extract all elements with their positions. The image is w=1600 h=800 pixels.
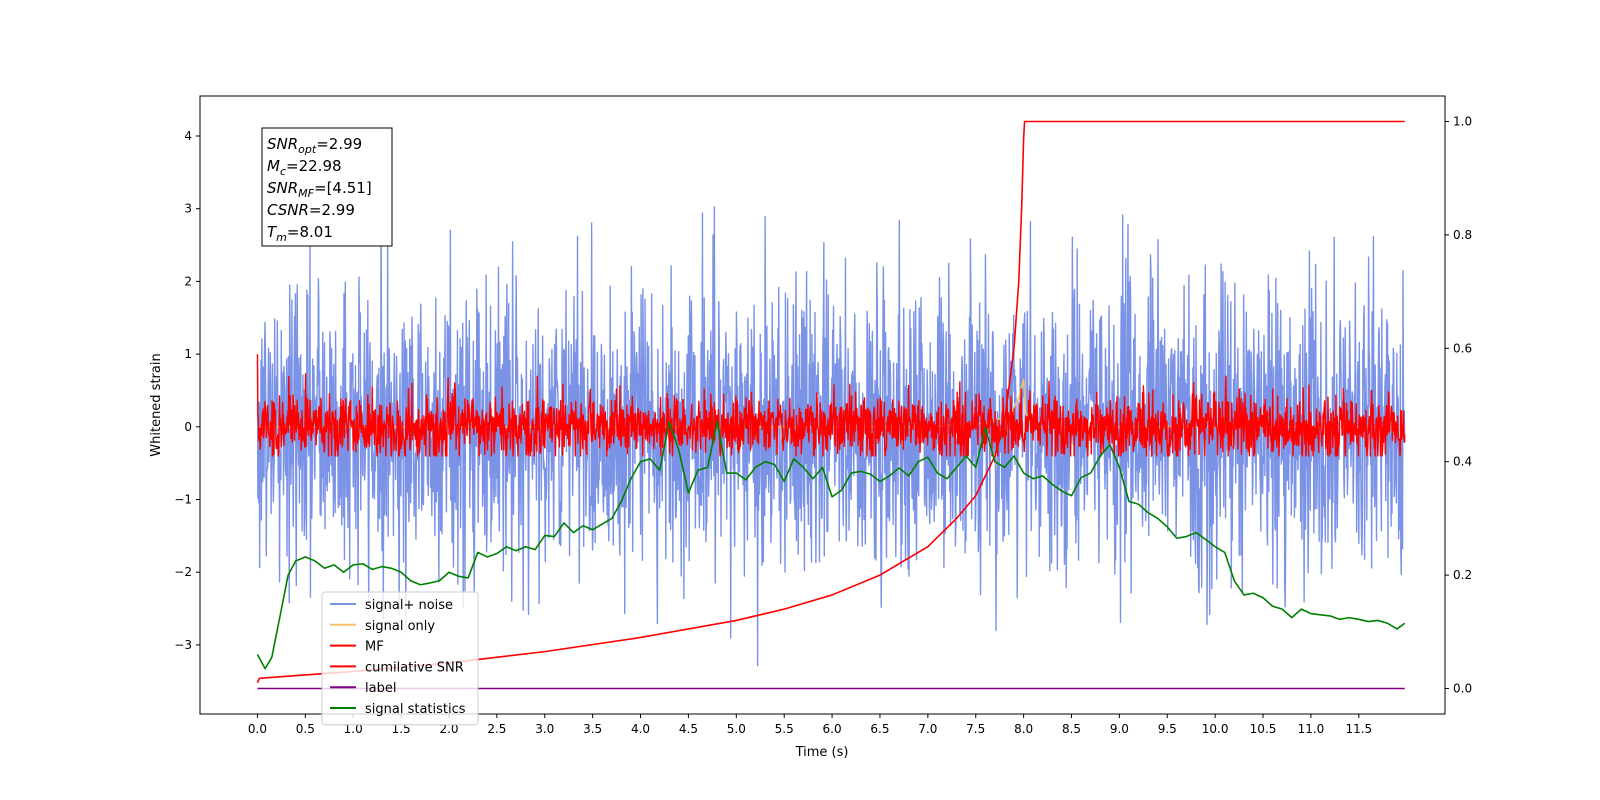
legend-item-cumilative-snr: cumilative SNR — [330, 660, 464, 675]
x-tick-label: 8.0 — [1014, 722, 1033, 736]
y-axis-label-left: Whitened strain — [149, 353, 164, 456]
x-tick-label: 11.0 — [1298, 722, 1325, 736]
annotation-line: CSNR=2.99 — [267, 201, 355, 219]
x-tick-label: 7.5 — [966, 722, 985, 736]
x-tick-label: 9.5 — [1158, 722, 1177, 736]
x-tick-label: 3.0 — [535, 722, 554, 736]
y-left-tick-label: −2 — [174, 565, 192, 579]
annotation-frame — [261, 127, 393, 247]
legend-label: signal statistics — [365, 702, 466, 717]
x-tick-label: 3.5 — [583, 722, 602, 736]
x-tick-label: 10.5 — [1250, 722, 1277, 736]
legend-item-signal-only: signal only — [330, 619, 435, 634]
x-tick-label: 4.0 — [631, 722, 650, 736]
y-axis-left: −3 −2 −1 0 1 2 3 4 — [174, 129, 200, 652]
legend-item-signal-statistics: signal statistics — [330, 702, 466, 717]
x-tick-label: 1.0 — [344, 722, 363, 736]
x-axis-label: Time (s) — [795, 745, 849, 760]
y-right-tick-label: 0.2 — [1453, 568, 1472, 582]
x-tick-label: 5.5 — [775, 722, 794, 736]
y-right-tick-label: 0.6 — [1453, 341, 1472, 355]
x-tick-label: 1.5 — [392, 722, 411, 736]
y-right-tick-label: 0.0 — [1453, 681, 1472, 695]
y-left-tick-label: 4 — [184, 129, 192, 143]
plot-frame — [199, 95, 1446, 715]
y-left-tick-label: −3 — [174, 638, 192, 652]
y-right-tick-label: 0.8 — [1453, 228, 1472, 242]
y-left-tick-label: 0 — [184, 420, 192, 434]
x-tick-label: 2.5 — [487, 722, 506, 736]
legend-label: MF — [365, 640, 384, 655]
stats-annotation-box: SNRopt=2.99Mc=22.98SNRMF=[4.51]CSNR=2.99… — [261, 127, 393, 247]
x-tick-label: 10.0 — [1202, 722, 1229, 736]
x-tick-label: 5.0 — [727, 722, 746, 736]
x-tick-label: 4.5 — [679, 722, 698, 736]
annotation-line: Mc=22.98 — [267, 157, 342, 178]
x-axis: 0.0 0.5 1.0 1.5 2.0 2.5 3.0 3.5 4.0 4.5 5.0 5.5 6.0 6… — [248, 714, 1372, 736]
x-tick-label: 11.5 — [1345, 722, 1372, 736]
series-signal-noise — [256, 191, 1406, 667]
y-right-tick-label: 1.0 — [1453, 115, 1472, 129]
annotation-line: SNRopt=2.99 — [267, 135, 362, 156]
series-signal-statistics — [256, 421, 1406, 670]
y-left-tick-label: 3 — [184, 202, 192, 216]
x-tick-label: 8.5 — [1062, 722, 1081, 736]
x-tick-label: 2.0 — [439, 722, 458, 736]
legend-label: signal only — [365, 619, 435, 634]
x-tick-label: 6.5 — [870, 722, 889, 736]
legend-label: label — [365, 681, 396, 696]
annotation-line: Tm=8.01 — [267, 223, 333, 244]
series-cumilative-snr — [256, 120, 1405, 684]
legend-label: cumilative SNR — [365, 660, 464, 675]
x-tick-label: 7.0 — [918, 722, 937, 736]
series-mf — [256, 354, 1406, 457]
x-tick-label: 0.0 — [248, 722, 267, 736]
legend-item-label: label — [330, 681, 396, 696]
y-right-tick-label: 0.4 — [1453, 455, 1472, 469]
legend-frame — [321, 591, 479, 726]
legend-item-signal-noise: signal+ noise — [330, 598, 453, 613]
y-left-tick-label: 2 — [184, 274, 192, 288]
y-axis-right: 0.0 0.2 0.4 0.6 0.8 1.0 — [1445, 115, 1472, 695]
legend-item-mf: MF — [330, 640, 384, 655]
x-tick-label: 6.0 — [823, 722, 842, 736]
y-left-tick-label: 1 — [184, 347, 192, 361]
y-left-tick-label: −1 — [174, 493, 192, 507]
legend-label: signal+ noise — [365, 598, 453, 613]
annotation-line: SNRMF=[4.51] — [267, 179, 372, 200]
legend: signal+ noise signal only MF cumilative SNR… — [321, 591, 479, 726]
x-tick-label: 9.0 — [1110, 722, 1129, 736]
x-tick-label: 0.5 — [296, 722, 315, 736]
